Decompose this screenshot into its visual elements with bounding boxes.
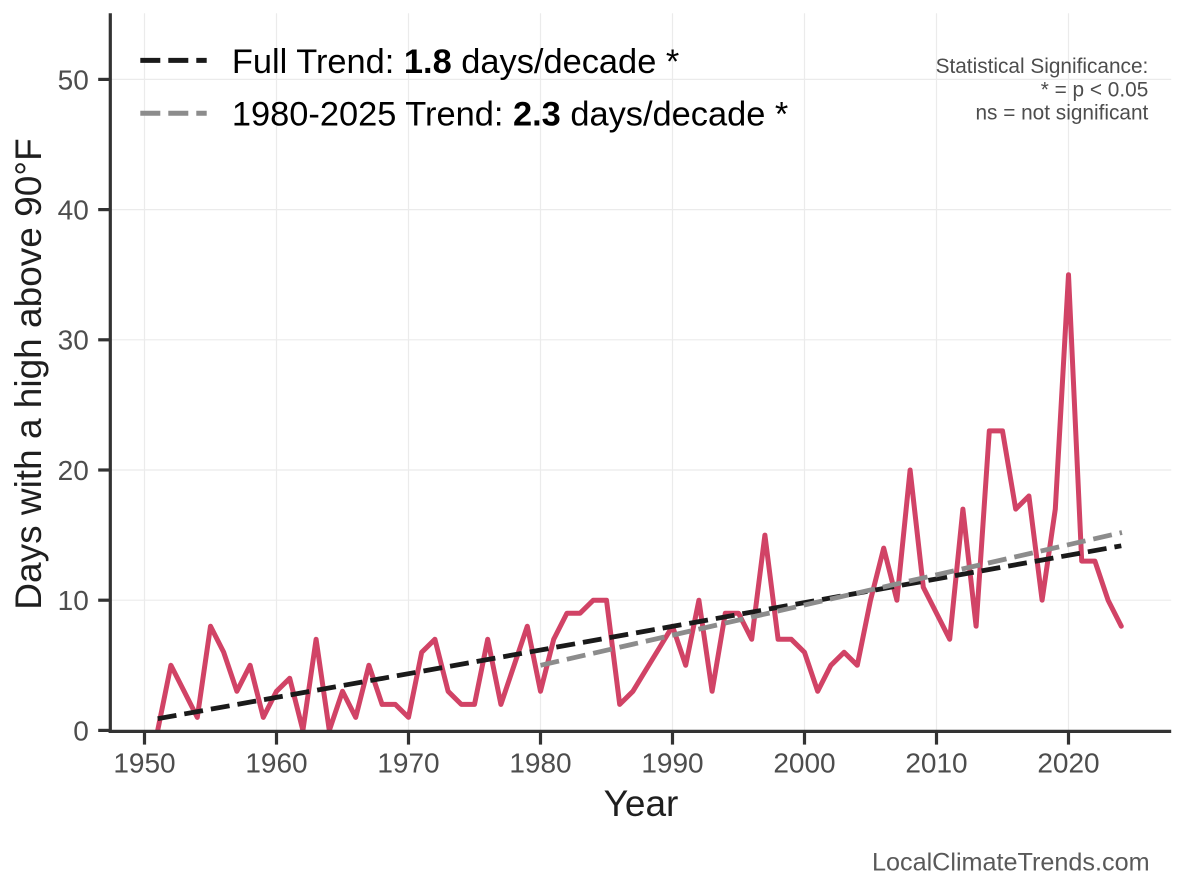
svg-text:30: 30: [58, 325, 89, 356]
svg-text:ns = not significant: ns = not significant: [975, 102, 1148, 125]
svg-text:Statistical Significance:: Statistical Significance:: [936, 55, 1149, 78]
svg-text:2010: 2010: [905, 748, 967, 779]
svg-text:10: 10: [58, 585, 89, 616]
svg-text:Days with a high above 90°F: Days with a high above 90°F: [8, 138, 49, 609]
svg-text:2000: 2000: [773, 748, 835, 779]
svg-text:1990: 1990: [641, 748, 703, 779]
svg-text:LocalClimateTrends.com: LocalClimateTrends.com: [872, 848, 1150, 876]
svg-text:1970: 1970: [377, 748, 439, 779]
svg-text:1980: 1980: [509, 748, 571, 779]
svg-text:0: 0: [73, 715, 89, 746]
svg-text:Full Trend: 1.8 days/decade *: Full Trend: 1.8 days/decade *: [232, 43, 679, 81]
svg-text:1950: 1950: [113, 748, 175, 779]
svg-text:* = p < 0.05: * = p < 0.05: [1041, 79, 1149, 102]
svg-text:2020: 2020: [1037, 748, 1099, 779]
svg-text:50: 50: [58, 64, 89, 95]
svg-text:20: 20: [58, 455, 89, 486]
svg-text:40: 40: [58, 195, 89, 226]
svg-text:1960: 1960: [245, 748, 307, 779]
svg-text:1980-2025 Trend: 2.3 days/deca: 1980-2025 Trend: 2.3 days/decade *: [232, 96, 788, 134]
svg-text:Year: Year: [604, 783, 679, 824]
